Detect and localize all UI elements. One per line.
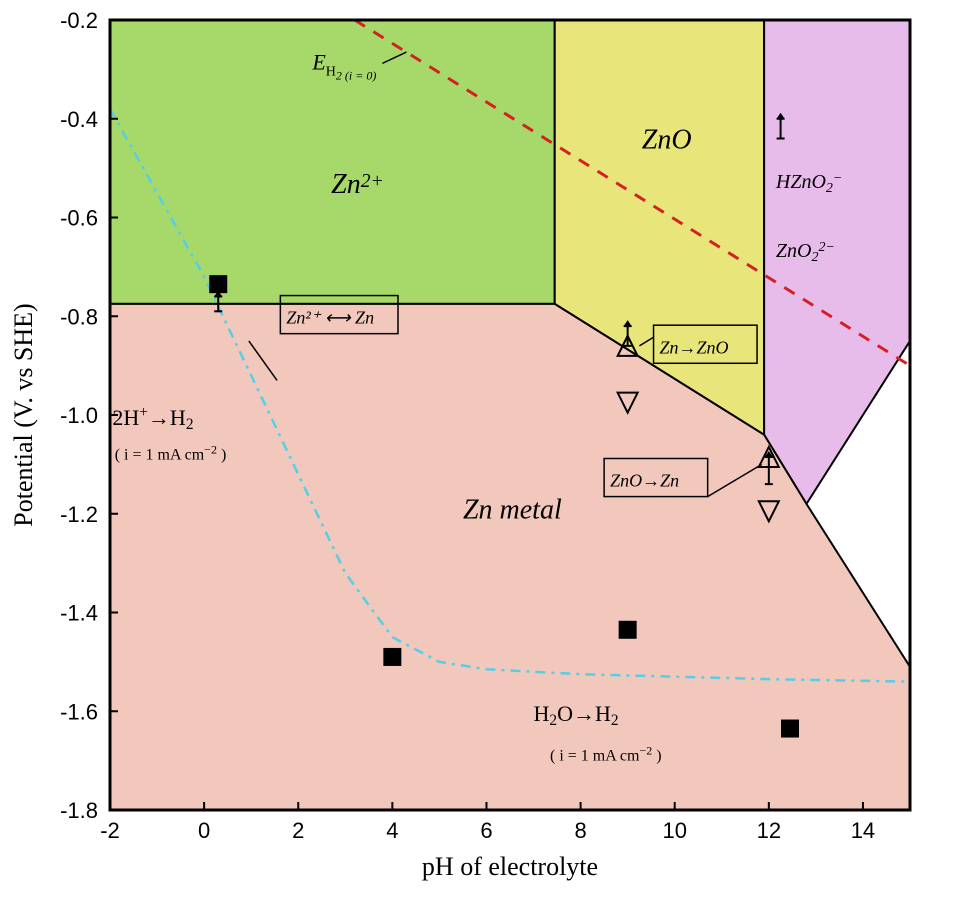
- boxed-text-znozn: ZnO→Zn: [610, 471, 679, 491]
- y-axis-label: Potential (V. vs SHE): [9, 303, 38, 526]
- y-tick-label: -1.6: [60, 699, 98, 724]
- region-label-hzno2: HZnO2−: [775, 171, 842, 196]
- boxed-text-zn2zn: Zn²⁺ ⟷ Zn: [286, 308, 374, 328]
- x-tick-label: 12: [757, 818, 781, 843]
- pourbaix-chart: Zn2+ZnOHZnO2−ZnO22−Zn metalZn²⁺ ⟷ ZnZn→Z…: [0, 0, 954, 900]
- y-tick-label: -1.0: [60, 403, 98, 428]
- x-tick-label: 0: [198, 818, 210, 843]
- text-h2o: H2O→H2: [534, 701, 619, 729]
- square-marker: [781, 720, 799, 738]
- y-tick-label: -0.4: [60, 107, 98, 132]
- text-h2evolve_top: 2H+→H2: [112, 404, 193, 433]
- region-label-znmetal: Zn metal: [463, 495, 562, 526]
- y-tick-label: -0.6: [60, 206, 98, 231]
- y-tick-label: -1.2: [60, 502, 98, 527]
- y-tick-label: -0.2: [60, 8, 98, 33]
- boxed-text-znzno: Zn→ZnO: [660, 337, 729, 357]
- square-marker: [619, 621, 637, 639]
- x-tick-label: 10: [662, 818, 686, 843]
- y-tick-label: -1.4: [60, 601, 98, 626]
- x-tick-label: 4: [386, 818, 398, 843]
- y-tick-label: -0.8: [60, 304, 98, 329]
- x-tick-label: 14: [851, 818, 875, 843]
- y-tick-label: -1.8: [60, 798, 98, 823]
- x-tick-label: 2: [292, 818, 304, 843]
- x-tick-label: 6: [480, 818, 492, 843]
- square-marker: [209, 275, 227, 293]
- region-zn2: [110, 20, 555, 304]
- square-marker: [383, 648, 401, 666]
- x-tick-label: 8: [574, 818, 586, 843]
- chart-svg: Zn2+ZnOHZnO2−ZnO22−Zn metalZn²⁺ ⟷ ZnZn→Z…: [0, 0, 954, 900]
- x-tick-label: -2: [100, 818, 120, 843]
- x-axis-label: pH of electrolyte: [422, 852, 598, 881]
- region-label-zno: ZnO: [642, 124, 692, 155]
- regions: [110, 20, 910, 810]
